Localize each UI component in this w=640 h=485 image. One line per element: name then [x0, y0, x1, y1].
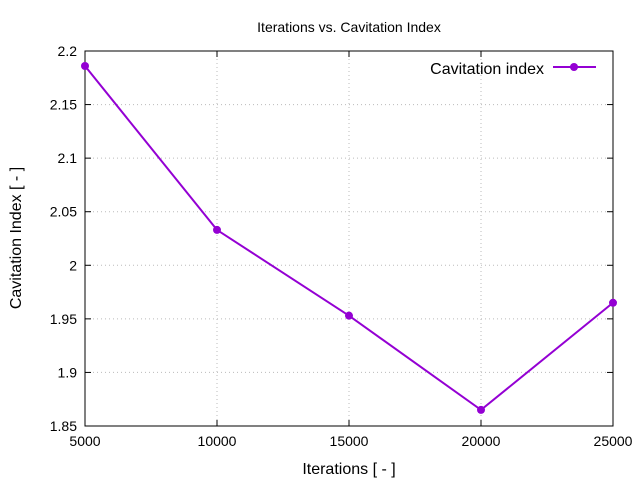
- x-tick-label: 20000: [462, 433, 501, 449]
- data-point: [609, 298, 617, 307]
- x-tick-label: 5000: [69, 433, 100, 449]
- data-point: [213, 225, 221, 234]
- legend-marker: [570, 63, 578, 71]
- y-tick-label: 2.15: [50, 97, 77, 113]
- data-point: [81, 62, 89, 70]
- series-group: [81, 62, 617, 414]
- data-point: [345, 311, 353, 320]
- x-tick-label: 25000: [594, 433, 633, 449]
- legend-label: Cavitation index: [430, 61, 544, 78]
- y-tick-label: 1.95: [50, 311, 77, 327]
- y-tick-label: 2.05: [50, 204, 77, 220]
- y-axis-label: Cavitation Index [ - ]: [8, 167, 25, 309]
- axis-ticks: 1.85 1.9 1.95 2 2.05 2.1 2.15 2.2 5000 10000 15000…: [50, 43, 633, 449]
- y-tick-label: 2: [69, 257, 77, 273]
- x-tick-label: 15000: [330, 433, 369, 449]
- x-tick-label: 10000: [198, 433, 237, 449]
- series-line: [84, 65, 614, 412]
- y-tick-label: 1.9: [58, 364, 78, 380]
- grid: [85, 51, 613, 426]
- plot-frame: [84, 50, 614, 427]
- chart-title: Iterations vs. Cavitation Index: [257, 19, 441, 35]
- y-tick-label: 2.2: [58, 43, 78, 59]
- x-axis-label: Iterations [ - ]: [302, 461, 395, 478]
- y-tick-label: 1.85: [50, 418, 77, 434]
- data-point: [477, 405, 485, 414]
- y-tick-label: 2.1: [58, 150, 78, 166]
- legend: Cavitation index: [430, 61, 596, 78]
